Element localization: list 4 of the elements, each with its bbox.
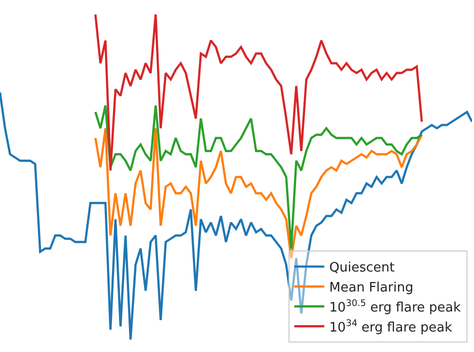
legend-label: 10$^{30.5}$ erg flare peak <box>329 298 462 316</box>
legend-label: 10$^{34}$ erg flare peak <box>329 318 453 336</box>
legend-label: Quiescent <box>329 260 395 276</box>
legend-label: Mean Flaring <box>329 280 414 296</box>
